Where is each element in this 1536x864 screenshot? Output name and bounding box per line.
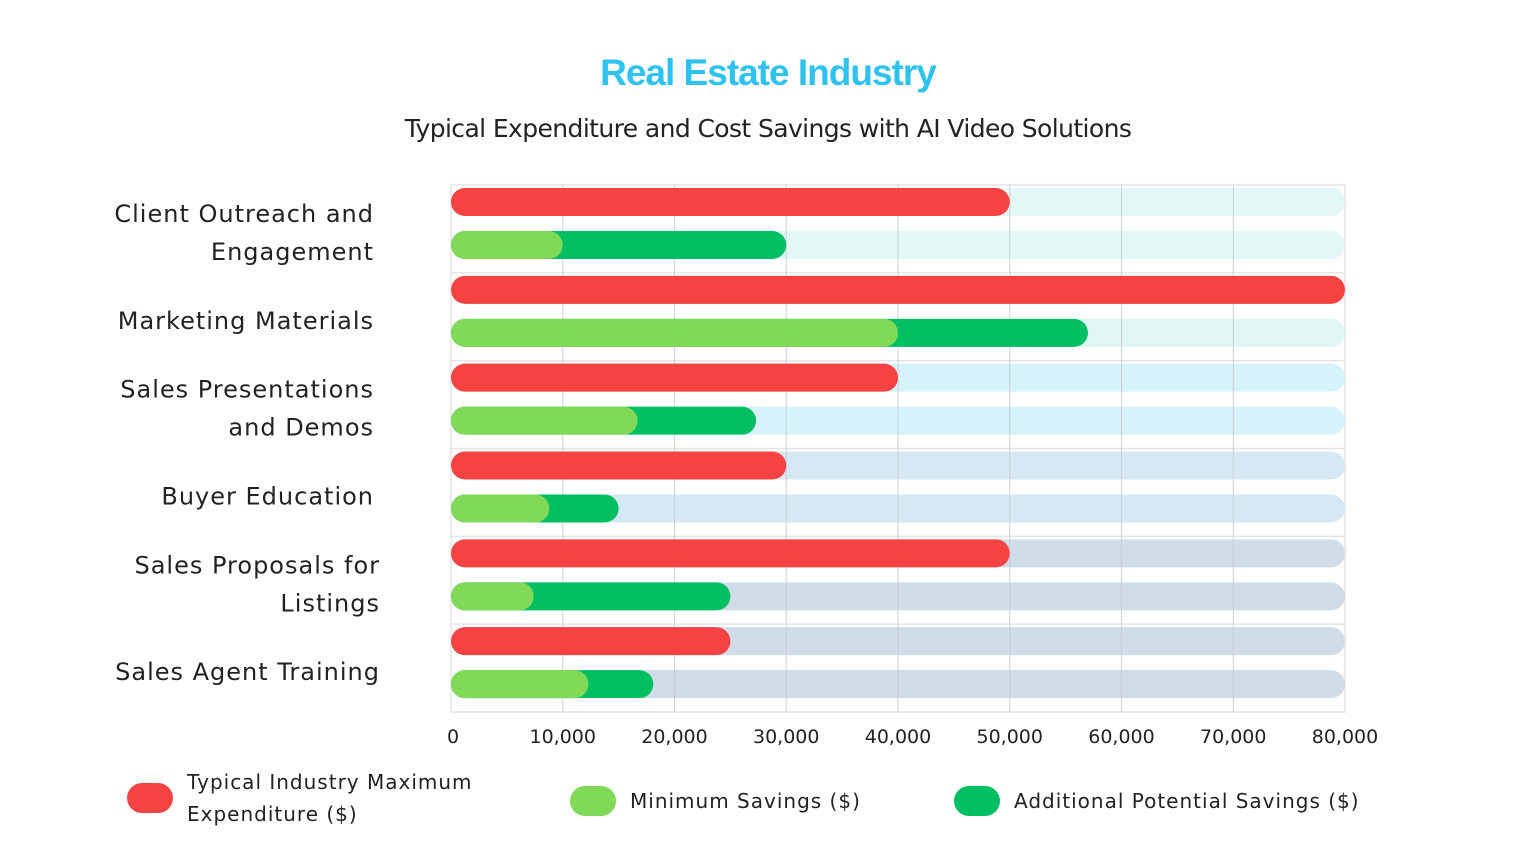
- bar-minimum-savings: [451, 406, 638, 435]
- category-label: Client Outreach and: [114, 200, 374, 228]
- bar-max-expenditure: [451, 627, 731, 656]
- x-tick-label: 40,000: [865, 726, 931, 748]
- bar-max-expenditure: [451, 363, 898, 392]
- category-label: Engagement: [211, 238, 374, 266]
- bar-max-expenditure: [451, 539, 1010, 568]
- bar-minimum-savings: [451, 231, 563, 259]
- bar-minimum-savings: [451, 670, 589, 699]
- x-tick-label: 60,000: [1088, 726, 1154, 748]
- bar-minimum-savings: [451, 318, 898, 347]
- category-label: Sales Proposals for: [134, 551, 380, 579]
- chart-subtitle: Typical Expenditure and Cost Savings wit…: [404, 114, 1132, 143]
- category-label: Buyer Education: [161, 482, 374, 510]
- legend-item-additional-savings: Additional Potential Savings ($): [954, 785, 1360, 817]
- x-tick-label: 30,000: [753, 726, 819, 748]
- category-label: Marketing Materials: [118, 307, 374, 335]
- chart-title: Real Estate Industry: [600, 52, 937, 93]
- bar-minimum-savings: [451, 582, 534, 611]
- legend-item-max-expenditure: Typical Industry Maximum Expenditure ($): [127, 766, 487, 830]
- category-label: Sales Agent Training: [115, 658, 380, 686]
- category-label: and Demos: [228, 414, 374, 442]
- x-tick-label: 10,000: [530, 726, 596, 748]
- legend-swatch-red: [127, 783, 173, 813]
- x-tick-label: 80,000: [1312, 726, 1378, 748]
- x-tick-label: 50,000: [977, 726, 1043, 748]
- bar-max-expenditure: [451, 188, 1010, 216]
- legend-label: Typical Industry Maximum Expenditure ($): [187, 770, 473, 826]
- legend-swatch-dark-green: [954, 786, 1000, 816]
- bar-max-expenditure: [451, 451, 787, 480]
- x-tick-label: 0: [447, 726, 459, 748]
- legend-label: Additional Potential Savings ($): [1014, 789, 1360, 813]
- legend-item-minimum-savings: Minimum Savings ($): [570, 785, 861, 817]
- x-tick-label: 20,000: [641, 726, 707, 748]
- category-label: Listings: [280, 589, 380, 617]
- category-label: Sales Presentations: [120, 376, 374, 404]
- bar-max-expenditure: [451, 275, 1345, 304]
- legend-label: Minimum Savings ($): [630, 789, 861, 813]
- bar-minimum-savings: [451, 494, 550, 523]
- legend-swatch-light-green: [570, 786, 616, 816]
- x-tick-label: 70,000: [1200, 726, 1266, 748]
